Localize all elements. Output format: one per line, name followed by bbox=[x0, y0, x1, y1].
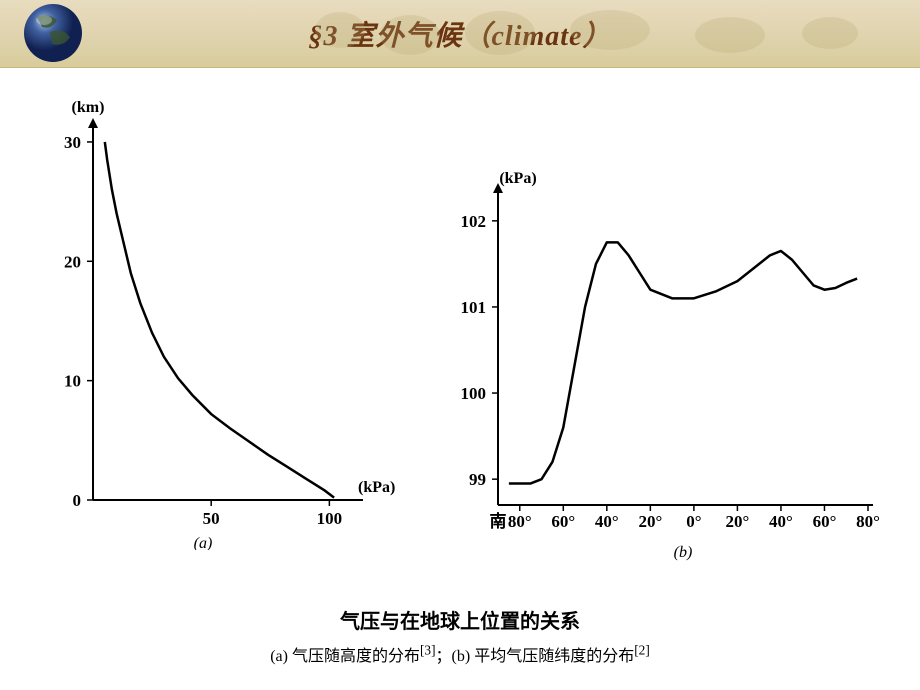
slide-header: §3 室外气候（climate） bbox=[0, 0, 920, 68]
charts-container: 010203050100(km)(kPa)(a) 99100101102南80°… bbox=[0, 68, 920, 610]
svg-text:100: 100 bbox=[316, 509, 342, 528]
svg-text:(a): (a) bbox=[193, 535, 212, 550]
svg-text:50: 50 bbox=[202, 509, 219, 528]
svg-text:30: 30 bbox=[64, 133, 81, 152]
ref-a: [3] bbox=[420, 643, 436, 658]
figure-caption-main: 气压与在地球上位置的关系 bbox=[0, 605, 920, 634]
chart-b-pressure-latitude: 99100101102南80°60°40°20°0°20°40°60°80°(k… bbox=[428, 140, 888, 600]
svg-text:20: 20 bbox=[64, 252, 81, 271]
ref-b: [2] bbox=[634, 643, 650, 658]
svg-text:20°: 20° bbox=[725, 512, 749, 531]
caption-sep: ； bbox=[436, 648, 452, 665]
caption-a: (a) 气压随高度的分布 bbox=[270, 648, 420, 665]
figure-caption-sub: (a) 气压随高度的分布[3]；(b) 平均气压随纬度的分布[2] bbox=[0, 642, 920, 666]
caption-b: (b) 平均气压随纬度的分布 bbox=[452, 648, 635, 665]
svg-text:南: 南 bbox=[489, 511, 506, 531]
svg-text:(kPa): (kPa) bbox=[499, 170, 536, 187]
chart-a-pressure-altitude: 0 10 20 30 50 100 (km) (kPa) (a) bbox=[23, 90, 403, 550]
svg-text:101: 101 bbox=[460, 298, 486, 317]
svg-text:60°: 60° bbox=[551, 512, 575, 531]
svg-text:80°: 80° bbox=[856, 512, 880, 531]
svg-text:(kPa): (kPa) bbox=[358, 479, 395, 496]
svg-text:0: 0 bbox=[72, 491, 81, 510]
globe-icon bbox=[22, 2, 84, 64]
svg-text:100: 100 bbox=[460, 384, 486, 403]
svg-text:40°: 40° bbox=[594, 512, 618, 531]
svg-text:(b): (b) bbox=[673, 544, 692, 561]
svg-text:99: 99 bbox=[469, 470, 486, 489]
svg-text:40°: 40° bbox=[769, 512, 793, 531]
svg-text:60°: 60° bbox=[812, 512, 836, 531]
svg-text:10: 10 bbox=[64, 372, 81, 391]
svg-text:20°: 20° bbox=[638, 512, 662, 531]
svg-text:80°: 80° bbox=[507, 512, 531, 531]
svg-text:102: 102 bbox=[460, 212, 486, 231]
world-map-bg bbox=[290, 5, 890, 63]
svg-text:0°: 0° bbox=[686, 512, 701, 531]
svg-text:(km): (km) bbox=[71, 99, 104, 116]
